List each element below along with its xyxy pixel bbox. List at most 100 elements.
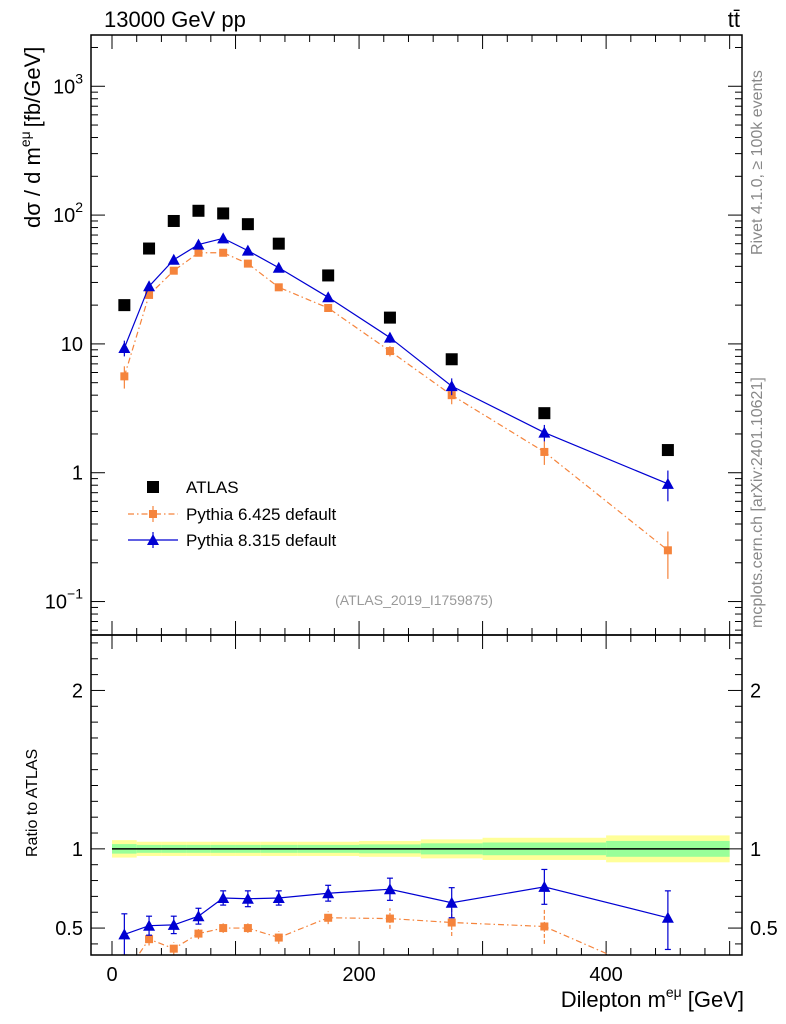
- y-tick-label-exponent: 2: [75, 199, 83, 215]
- y-tick-label: 102: [53, 199, 83, 227]
- x-tick-label: 200: [342, 964, 375, 986]
- pythia8-point: [241, 244, 254, 256]
- y-tick-label: 10−1: [45, 586, 83, 614]
- pythia8-point: [272, 261, 285, 273]
- y-tick-label-exponent: −1: [67, 586, 83, 602]
- ratio-panel-frame: [90, 634, 743, 956]
- ratio-pythia8-point: [217, 891, 230, 903]
- x-tick-label: 0: [106, 964, 117, 986]
- ratio-tick-labels: 0.5 0.5 1 1 2 2 0 200 400: [55, 680, 778, 986]
- legend-atlas-marker: [147, 481, 159, 493]
- y-axis-title-unit: [fb/GeV]: [20, 47, 45, 128]
- rivet-version-label: Rivet 4.1.0, ≥ 100k events: [749, 70, 766, 255]
- y-axis-title-super: eμ: [17, 131, 33, 147]
- legend-pythia8-marker: [147, 534, 159, 545]
- atlas-point: [192, 204, 205, 217]
- pythia8-point: [167, 253, 180, 265]
- ratio-pythia6-point: [194, 929, 203, 938]
- x-axis-title: Dilepton meμ [GeV]: [561, 984, 744, 1012]
- x-tick-label: 400: [589, 964, 622, 986]
- ratio-pythia6-point: [219, 924, 228, 933]
- pythia8-point: [192, 238, 205, 250]
- process-label: tt̄: [728, 7, 740, 32]
- pythia6-point: [169, 266, 178, 275]
- ratio-y-tick-label-right: 1: [750, 839, 761, 861]
- ratio-pythia6-point: [145, 935, 154, 944]
- pythia8-line: [123, 237, 669, 485]
- y-tick-label-exponent: 3: [75, 70, 83, 86]
- atlas-point: [217, 207, 230, 220]
- ratio-pythia8-point: [192, 910, 205, 922]
- ratio-pythia8-line: [124, 886, 669, 935]
- pythia6-point: [219, 248, 228, 257]
- pythia8-point: [143, 280, 156, 292]
- pythia6-point: [274, 283, 283, 292]
- ratio-pythia8-point: [445, 896, 458, 908]
- legend-pythia6-marker: [149, 510, 157, 518]
- pythia6-point: [120, 372, 129, 381]
- atlas-point: [322, 269, 335, 282]
- ratio-pythia8-point: [538, 880, 551, 892]
- ratio-pythia6-line: [137, 917, 612, 955]
- y-tick-label-base: 10: [45, 592, 67, 614]
- atlas-point: [383, 311, 396, 324]
- ratio-y-tick-label-left: 2: [72, 680, 83, 702]
- analysis-tag: (ATLAS_2019_I1759875): [335, 592, 493, 608]
- pythia8-point: [661, 477, 674, 489]
- y-tick-label-base: 10: [53, 205, 75, 227]
- pythia6-point: [145, 290, 154, 299]
- pythia8-point: [118, 341, 131, 353]
- ratio-pythia6-point: [324, 913, 333, 922]
- main-plot-area: [118, 204, 674, 579]
- pythia8-point: [383, 331, 396, 343]
- x-axis-title-super: eμ: [666, 984, 682, 1000]
- atlas-point: [143, 242, 156, 255]
- ratio-pythia6-point: [169, 944, 178, 953]
- pythia8-point: [217, 232, 230, 244]
- y-tick-label-base: 10: [53, 76, 75, 98]
- y-axis-title: dσ / d meμ [fb/GeV]: [17, 47, 45, 228]
- ratio-pythia6-point: [540, 922, 549, 931]
- main-axis-ticks: [91, 35, 742, 635]
- ratio-y-axis-title: Ratio to ATLAS: [24, 749, 41, 857]
- y-tick-label: 10: [61, 334, 83, 356]
- ratio-pythia8-point: [143, 919, 156, 931]
- ratio-pythia8-point: [118, 928, 131, 940]
- y-axis-title-main: dσ / d m: [20, 147, 45, 228]
- legend-pythia6-label: Pythia 6.425 default: [186, 505, 337, 524]
- atlas-point: [118, 299, 131, 312]
- ratio-y-tick-label-right: 2: [750, 680, 761, 702]
- ratio-pythia8-point: [383, 883, 396, 895]
- ratio-y-tick-label-left: 0.5: [55, 918, 83, 940]
- legend-atlas-label: ATLAS: [186, 478, 239, 497]
- atlas-point: [445, 353, 458, 366]
- pythia6-line: [123, 252, 669, 551]
- ratio-pythia6-point: [274, 933, 283, 942]
- ratio-pythia6-point: [243, 924, 252, 933]
- y-tick-label: 1: [72, 463, 83, 485]
- atlas-point: [272, 237, 285, 250]
- atlas-point: [661, 444, 674, 457]
- ratio-y-tick-label-left: 1: [72, 839, 83, 861]
- ratio-pythia8-point: [322, 887, 335, 899]
- pythia8-point: [322, 291, 335, 303]
- pythia8-point: [445, 380, 458, 392]
- ratio-pythia8-point: [167, 918, 180, 930]
- ratio-axis-ticks: [91, 635, 742, 955]
- ratio-pythia6-point: [447, 918, 456, 927]
- y-tick-label: 103: [53, 70, 83, 98]
- ratio-pythia8-point: [241, 892, 254, 904]
- ratio-pythia8-point: [661, 911, 674, 923]
- atlas-point: [167, 214, 180, 227]
- ratio-pythia6-point: [120, 972, 128, 980]
- pythia8-point: [538, 426, 551, 438]
- ratio-plot-area: [112, 835, 730, 980]
- legend: ATLAS Pythia 6.425 default Pythia 8.315 …: [128, 478, 337, 550]
- x-axis-title-main: Dilepton m: [561, 987, 666, 1012]
- y-tick-label-base: 10: [61, 334, 83, 356]
- energy-label: 13000 GeV pp: [104, 7, 246, 32]
- pythia6-point: [194, 248, 203, 257]
- ratio-pythia6-point: [385, 914, 394, 923]
